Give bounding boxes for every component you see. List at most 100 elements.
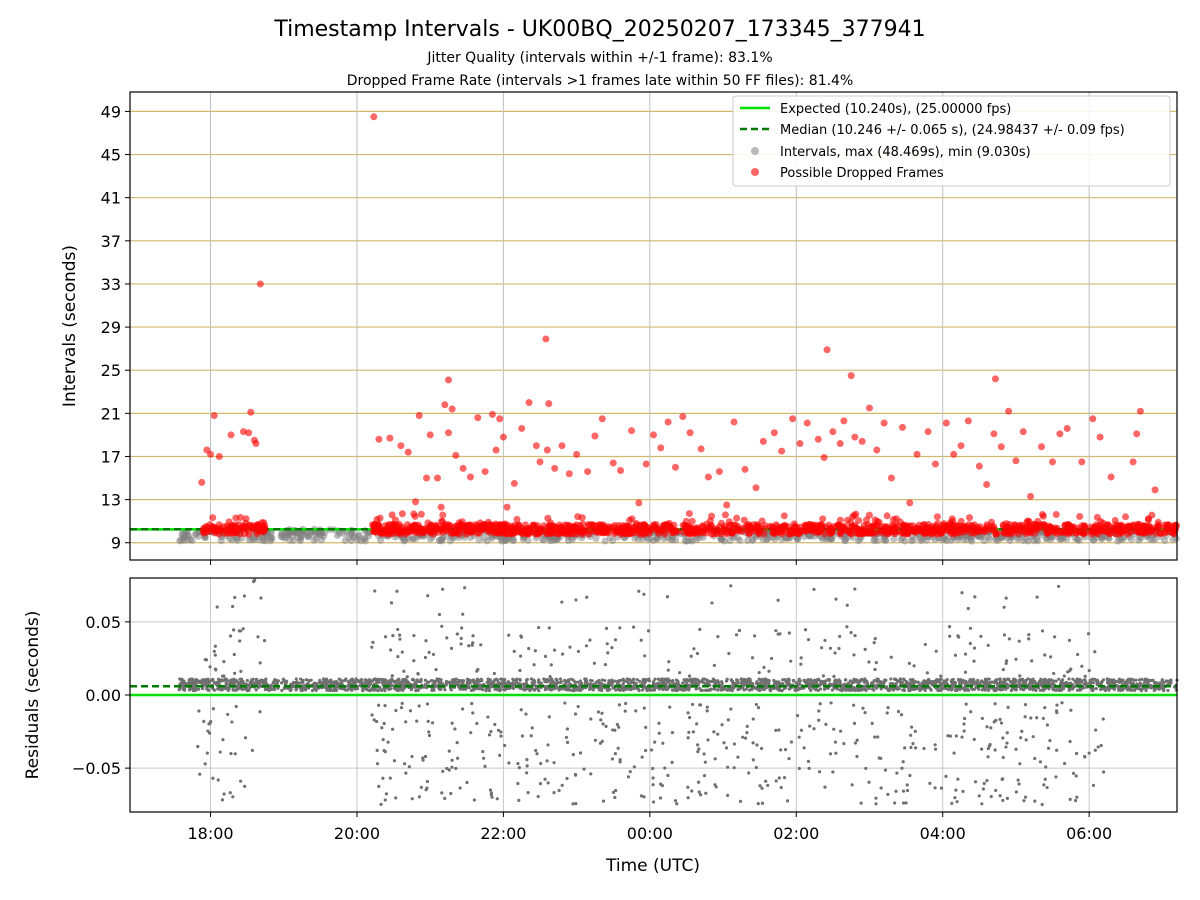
residual-point [307, 678, 311, 683]
y-tick-label: 21 [101, 404, 121, 423]
residual-point [444, 683, 448, 687]
dropped-frame-point [628, 427, 636, 435]
residual-point [190, 680, 194, 684]
residual-point [576, 680, 580, 684]
residual-point [537, 678, 541, 682]
residual-point [986, 688, 991, 692]
dropped-band-point [890, 516, 898, 524]
residual-point [472, 680, 476, 684]
residual-point [804, 679, 808, 684]
residual-point [993, 688, 997, 693]
residual-point [372, 677, 376, 682]
dropped-band-point [507, 530, 515, 538]
residual-point [731, 684, 736, 688]
dropped-frame-point [950, 450, 958, 458]
residual-point [184, 681, 188, 685]
residual-point [983, 686, 987, 690]
dropped-frame-point [887, 474, 895, 482]
residual-point [280, 688, 284, 692]
dropped-frame-point [671, 463, 679, 471]
residual-point [383, 680, 387, 685]
residual-point [923, 688, 927, 693]
interval-point [854, 537, 862, 545]
dropped-band-point [1138, 529, 1146, 537]
dropped-band-point [754, 525, 762, 533]
dropped-band-point [1064, 522, 1072, 530]
residual-point [791, 679, 796, 683]
residual-point [986, 681, 990, 685]
dropped-frame-point [679, 413, 687, 421]
residual-point [450, 678, 455, 682]
residual-point [729, 678, 734, 682]
dropped-frame-point [210, 412, 218, 420]
residual-point [326, 688, 331, 692]
residual-point [696, 678, 700, 683]
residual-point [300, 688, 304, 693]
y-tick-label: 33 [101, 275, 121, 294]
dropped-frame-point [898, 423, 906, 431]
residual-point [390, 678, 394, 683]
dropped-band-point [547, 525, 555, 533]
dropped-frame-point [444, 429, 452, 437]
residual-point [310, 689, 315, 693]
residual-point [1115, 684, 1119, 688]
legend-dropped-label: Possible Dropped Frames [780, 166, 944, 181]
residual-point [634, 681, 638, 686]
residual-point [503, 688, 507, 692]
residual-point [555, 680, 559, 684]
dropped-band-point [574, 513, 582, 521]
dropped-band-point [969, 524, 977, 532]
residual-point [867, 686, 871, 691]
residual-point [628, 678, 632, 682]
dropped-band-point [993, 529, 1001, 537]
residual-point [1169, 680, 1173, 685]
legend-intervals-label: Intervals, max (48.469s), min (9.030s) [780, 145, 1031, 160]
dropped-frame-point [437, 503, 445, 511]
residual-point [1061, 678, 1065, 682]
residual-point [348, 687, 352, 691]
dropped-band-point [808, 527, 816, 535]
residual-point [537, 689, 541, 693]
dropped-band-point [1146, 528, 1154, 536]
residual-point [1164, 679, 1169, 683]
residual-point [375, 680, 379, 684]
dropped-frame-point [444, 376, 452, 384]
dropped-band-point [478, 522, 486, 530]
dropped-frame-point [198, 478, 206, 486]
dropped-frame-point [492, 446, 500, 454]
residual-point [479, 677, 483, 681]
residual-point [299, 677, 303, 681]
residual-point [1071, 677, 1075, 681]
residual-point [963, 682, 968, 686]
residual-point [853, 688, 857, 692]
residual-point [676, 680, 680, 684]
residual-point [210, 678, 214, 682]
y-tick-label: 37 [101, 232, 121, 251]
residual-point [576, 688, 580, 692]
dropped-band-point [209, 514, 217, 522]
residual-point [660, 681, 664, 685]
residual-point [1131, 678, 1136, 682]
residual-point [559, 680, 563, 684]
residual-point [1101, 678, 1106, 682]
residual-point [809, 688, 813, 692]
residual-point [776, 683, 780, 687]
residual-point [673, 688, 677, 692]
interval-point [672, 536, 680, 544]
residual-point [431, 679, 435, 683]
residual-point [944, 686, 948, 691]
residual-point [645, 686, 650, 691]
residual-point [750, 686, 754, 690]
dropped-band-point [879, 526, 887, 534]
dropped-band-point [934, 519, 942, 527]
dropped-frame-point [1133, 430, 1141, 438]
residual-point [589, 687, 593, 691]
residual-point [255, 681, 259, 685]
y-tick-label: 17 [101, 447, 121, 466]
residual-point [730, 688, 734, 693]
dropped-frame-point [404, 448, 412, 456]
residual-point [725, 677, 729, 681]
dropped-frame-point [814, 435, 822, 443]
residual-point [606, 681, 610, 686]
